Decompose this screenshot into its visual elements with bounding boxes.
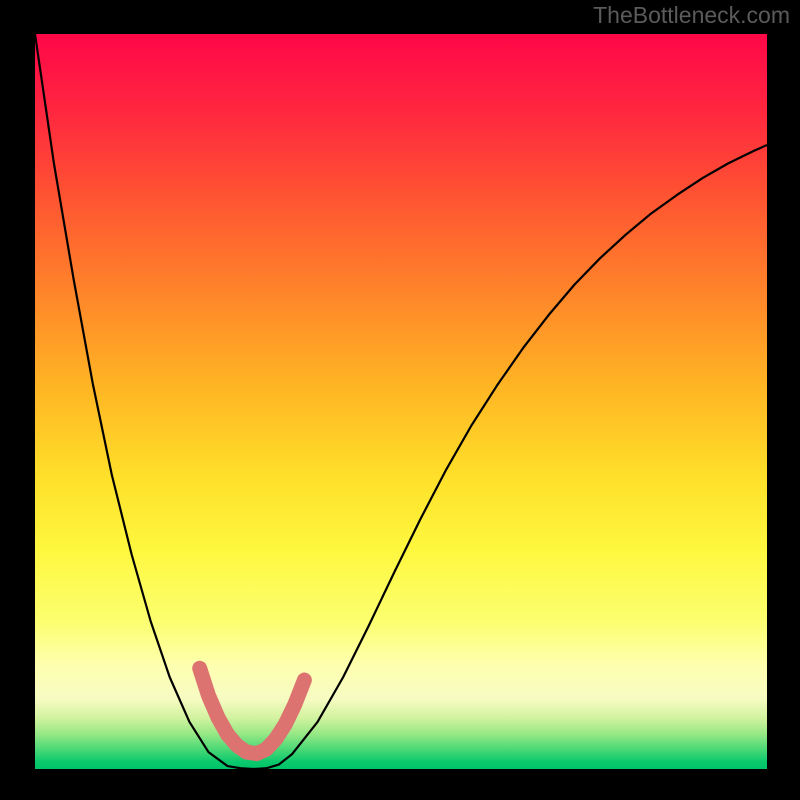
plot-background [35,34,767,769]
gradient-plot [0,0,800,800]
chart-frame: TheBottleneck.com [0,0,800,800]
watermark-text: TheBottleneck.com [593,2,790,29]
